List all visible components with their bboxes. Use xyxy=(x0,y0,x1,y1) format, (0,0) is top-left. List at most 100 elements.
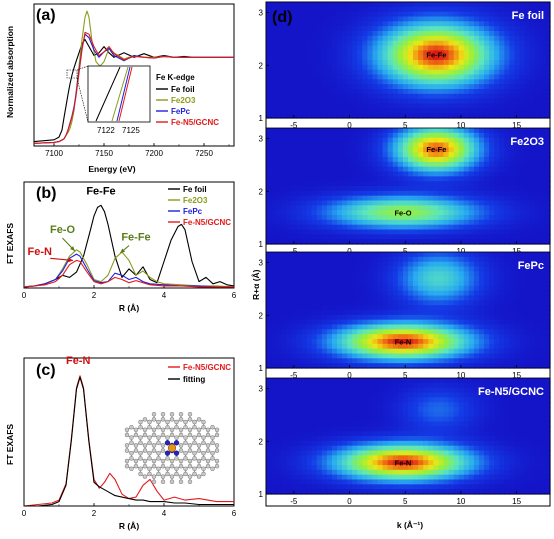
heat-cell xyxy=(387,281,394,287)
heat-cell xyxy=(321,132,328,139)
heat-cell xyxy=(382,157,389,163)
heat-cell xyxy=(281,40,287,47)
heat-cell xyxy=(372,348,379,355)
heat-cell xyxy=(443,98,450,105)
heat-cell xyxy=(337,314,343,321)
heat-cell xyxy=(311,319,318,326)
heat-cell xyxy=(276,16,282,22)
heat-cell xyxy=(357,224,363,231)
heat-cell xyxy=(342,436,348,442)
heat-cell xyxy=(331,407,338,413)
heat-cell xyxy=(342,387,348,394)
heat-cell xyxy=(443,6,450,13)
heat-cell xyxy=(443,152,450,158)
heat-cell xyxy=(347,205,353,211)
heat-cell xyxy=(453,256,460,263)
heat-cell xyxy=(301,455,308,461)
heat-cell xyxy=(352,261,358,268)
heat-cell xyxy=(337,382,343,389)
heat-cell xyxy=(301,266,308,272)
heat-cell xyxy=(276,79,282,85)
heat-cell xyxy=(509,31,516,37)
heat-cell xyxy=(428,128,434,134)
heat-cell xyxy=(468,84,475,90)
heat-cell xyxy=(316,436,323,442)
heat-cell xyxy=(489,314,495,321)
heat-cell xyxy=(509,324,516,330)
heat-cell xyxy=(458,45,465,51)
heat-cell xyxy=(514,339,521,345)
heat-cell xyxy=(377,35,384,42)
heat-cell xyxy=(372,16,379,22)
heat-cell xyxy=(357,181,363,187)
carbon-atom xyxy=(169,432,175,438)
heat-cell xyxy=(504,45,511,51)
heat-cell xyxy=(266,215,272,221)
heat-cell xyxy=(286,411,292,418)
heat-cell xyxy=(539,16,546,22)
heat-cell xyxy=(428,271,434,277)
heat-cell xyxy=(337,128,343,134)
heat-cell xyxy=(473,285,480,292)
heat-cell xyxy=(428,261,434,268)
heat-cell xyxy=(331,55,338,61)
heat-cell xyxy=(387,229,394,235)
heat-cell xyxy=(484,55,490,61)
heat-cell xyxy=(382,79,389,85)
heat-cell xyxy=(448,219,455,226)
heat-cell xyxy=(357,108,363,114)
heat-cell xyxy=(408,219,414,226)
heat-cell xyxy=(331,353,338,359)
heat-cell xyxy=(276,310,282,316)
heat-cell xyxy=(423,252,429,258)
heat-cell xyxy=(377,305,384,311)
heat-cell xyxy=(504,176,511,182)
heat-cell xyxy=(337,215,343,221)
heat-cell xyxy=(484,2,490,8)
heat-cell xyxy=(468,343,475,350)
heat-cell xyxy=(494,210,500,216)
heat-cell xyxy=(423,363,429,369)
heat-cell xyxy=(331,450,338,456)
carbon-atom xyxy=(196,448,202,453)
heat-cell xyxy=(286,142,292,148)
heat-cell xyxy=(494,256,500,263)
heat-cell xyxy=(458,339,465,345)
heat-cell xyxy=(342,93,348,100)
heat-cell xyxy=(311,50,318,56)
heat-cell xyxy=(382,161,389,168)
heat-cell xyxy=(321,89,328,95)
heat-cell xyxy=(402,224,409,231)
heat-cell xyxy=(372,276,379,282)
carbon-atom xyxy=(178,479,184,485)
heat-cell xyxy=(306,440,313,447)
heat-cell xyxy=(331,137,338,144)
heat-cell xyxy=(397,186,404,192)
heat-cell xyxy=(352,358,358,364)
heat-cell xyxy=(372,147,379,153)
heat-cell xyxy=(443,305,450,311)
heat-cell xyxy=(463,239,470,245)
heat-cell xyxy=(382,358,389,364)
heat-cell xyxy=(539,6,546,13)
heat-cell xyxy=(534,200,541,206)
heat-cell xyxy=(311,69,318,76)
heat-cell xyxy=(296,319,303,326)
heat-cell xyxy=(453,234,460,240)
heat-cell xyxy=(499,142,505,148)
heat-cell xyxy=(524,35,531,42)
heat-cell xyxy=(479,142,485,148)
heat-cell xyxy=(331,252,338,258)
heat-cell xyxy=(433,74,440,80)
heat-cell xyxy=(463,186,470,192)
heat-cell xyxy=(534,69,541,76)
inset-source-box xyxy=(66,69,78,79)
peak-label-fe-fe: Fe-Fe xyxy=(426,145,446,154)
heat-cell xyxy=(326,55,333,61)
heat-cell xyxy=(301,387,308,394)
heat-cell xyxy=(266,224,272,231)
heat-cell xyxy=(286,348,292,355)
heat-cell xyxy=(484,314,490,321)
heat-cell xyxy=(367,84,374,90)
heat-cell xyxy=(372,113,379,119)
